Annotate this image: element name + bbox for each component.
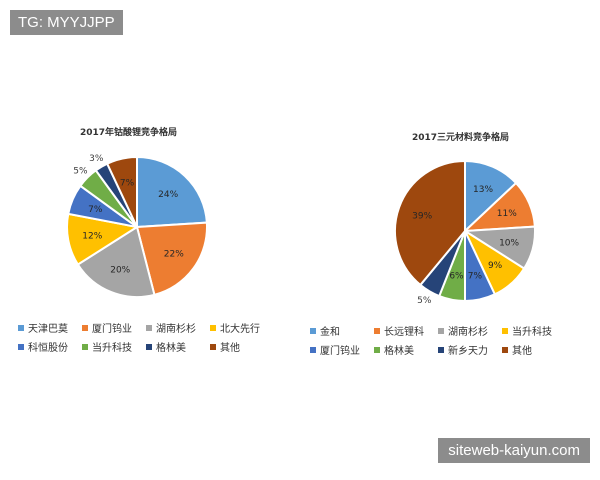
data-label: 5% [73,166,88,176]
legend-item: 当升科技 [502,323,552,338]
legend-swatch [210,324,216,331]
data-label: 10% [499,238,519,248]
legend-label: 新乡天力 [448,346,488,357]
legend-item: 新乡天力 [438,342,488,357]
pie-slice [135,221,208,297]
chart-1-legend: 天津巴莫 厦门钨业 湖南杉杉 北大先行科恒股份 当升科技 格林美 其他 [18,320,260,354]
legend-item: 天津巴莫 [18,320,68,335]
legend-item: 科恒股份 [18,339,68,354]
data-label: 7% [468,271,483,281]
legend-label: 长远锂科 [384,327,424,338]
legend-item: 北大先行 [210,320,260,335]
data-label: 3% [89,154,104,164]
data-label: 20% [110,265,130,275]
legend-swatch [374,346,380,353]
chart-1-title: 2017年钴酸锂竞争格局 [80,128,178,138]
data-label: 6% [449,272,464,282]
legend-label: 北大先行 [220,324,260,335]
legend-item: 格林美 [374,342,424,357]
legend-item: 厦门钨业 [82,320,132,335]
legend-label: 科恒股份 [28,343,68,354]
legend-label: 金和 [320,327,340,338]
watermark-bottom: siteweb-kaiyun.com [438,438,590,463]
data-label: 13% [473,185,493,195]
pie-slice [464,159,518,234]
legend-swatch [502,346,508,353]
legend-item: 长远锂科 [374,323,424,338]
legend-swatch [502,327,508,334]
watermark-top: TG: MYYJJPP [10,10,123,35]
legend-swatch [210,343,216,350]
legend-swatch [438,346,444,353]
data-label: 7% [88,205,103,215]
legend-label: 格林美 [156,343,186,354]
legend-swatch [82,324,88,331]
legend-item: 湖南杉杉 [146,320,196,335]
legend-swatch [310,327,316,334]
legend-swatch [18,343,24,350]
legend-label: 其他 [512,346,532,357]
legend-item: 其他 [210,339,260,354]
chart-2-legend: 金和 长远锂科 湖南杉杉 当升科技厦门钨业 格林美 新乡天力 其他 [310,323,552,357]
legend-label: 当升科技 [512,327,552,338]
data-label: 39% [412,212,432,222]
legend-swatch [146,343,152,350]
legend-swatch [374,327,380,334]
pie-slice [105,155,138,228]
data-label: 11% [497,209,517,219]
legend-item: 格林美 [146,339,196,354]
legend-swatch [310,346,316,353]
legend-label: 厦门钨业 [320,346,360,357]
data-label: 7% [120,179,135,189]
legend-label: 当升科技 [92,343,132,354]
data-label: 12% [82,232,102,242]
legend-swatch [438,327,444,334]
legend-label: 其他 [220,343,240,354]
legend-label: 格林美 [384,346,414,357]
data-label: 24% [158,190,178,200]
legend-item: 当升科技 [82,339,132,354]
data-label: 5% [417,296,432,306]
legend-label: 厦门钨业 [92,324,132,335]
legend-label: 天津巴莫 [28,324,68,335]
legend-swatch [146,324,152,331]
legend-label: 湖南杉杉 [448,327,488,338]
pie-slice [136,155,208,229]
data-label: 22% [164,250,184,260]
pie-slice [76,225,156,298]
legend-item: 金和 [310,323,360,338]
legend-swatch [18,324,24,331]
legend-swatch [82,343,88,350]
pie-slice [394,159,466,287]
legend-label: 湖南杉杉 [156,324,196,335]
legend-item: 厦门钨业 [310,342,360,357]
chart-2-title: 2017三元材料竞争格局 [412,133,510,143]
legend-item: 其他 [502,342,552,357]
legend-item: 湖南杉杉 [438,323,488,338]
data-label: 9% [488,261,503,271]
